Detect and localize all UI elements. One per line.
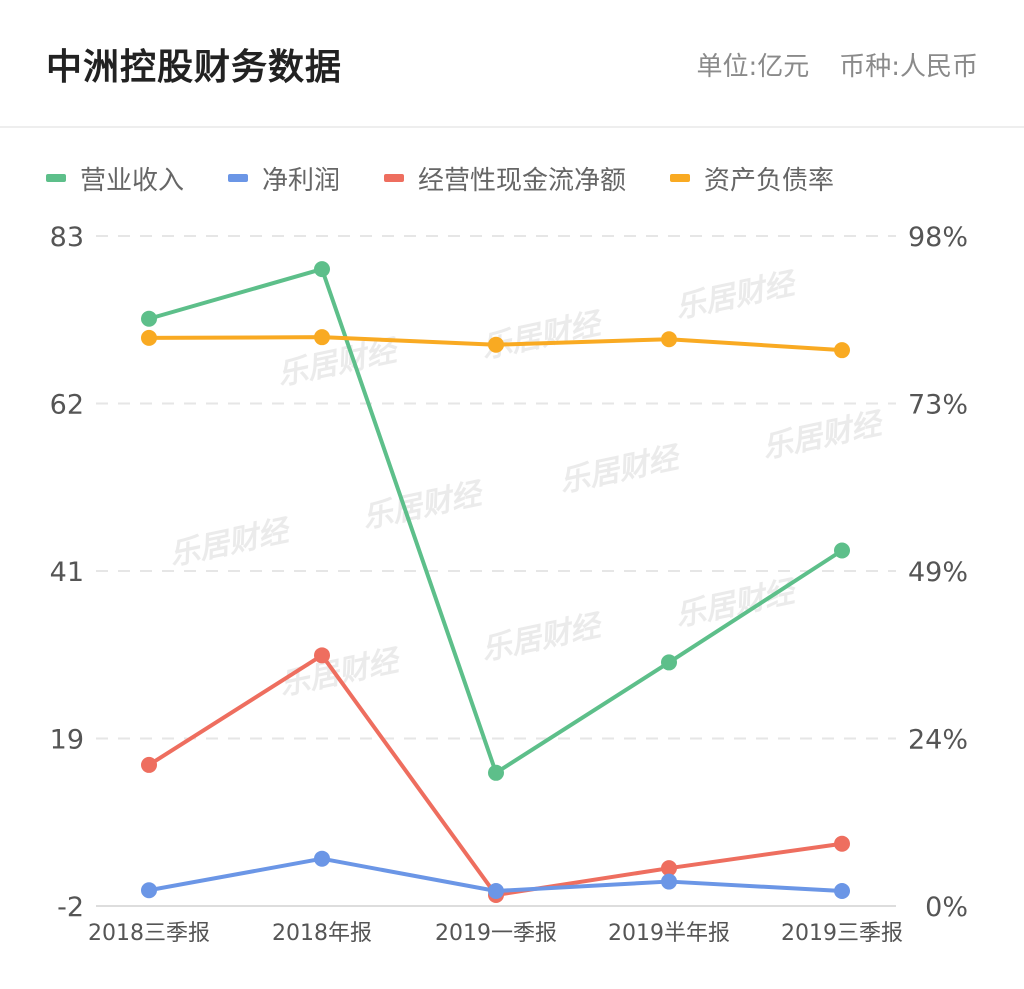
unit-info: 单位:亿元 币种:人民币: [696, 46, 978, 83]
chart-legend: 营业收入 净利润 经营性现金流净额 资产负债率: [46, 158, 878, 198]
currency-label: 币种:人民币: [839, 52, 978, 82]
watermark-text: 乐居财经: [359, 476, 488, 536]
watermark-text: 乐居财经: [166, 513, 295, 573]
data-point-cash-flow[interactable]: [314, 647, 330, 664]
unit-label: 单位:亿元: [696, 52, 810, 82]
y-right-tick-label: 73%: [908, 390, 968, 421]
x-tick-label: 2019半年报: [608, 921, 730, 946]
data-point-net-profit[interactable]: [141, 882, 157, 899]
page-title: 中洲控股财务数据: [46, 47, 343, 88]
legend-swatch-net-profit: [228, 174, 249, 182]
data-point-revenue[interactable]: [661, 654, 677, 671]
y-left-tick-label: 41: [50, 557, 84, 588]
data-point-revenue[interactable]: [488, 764, 504, 781]
x-tick-label: 2018三季报: [88, 921, 210, 946]
legend-swatch-revenue: [46, 174, 66, 182]
y-right-tick-label: 0%: [925, 892, 968, 923]
x-tick-label: 2018年报: [272, 921, 372, 946]
axis-labels: 83 98% 62 73% 41 49% 19 24% -2 0% 2018三季报 2018年报 201…: [50, 222, 968, 946]
data-point-debt-ratio[interactable]: [314, 329, 330, 346]
data-point-net-profit[interactable]: [834, 883, 850, 900]
data-point-net-profit[interactable]: [314, 850, 330, 867]
watermark-text: 乐居财经: [478, 306, 607, 366]
legend-item-net-profit[interactable]: 净利润: [228, 160, 340, 197]
y-right-tick-label: 24%: [908, 725, 968, 756]
legend-label-debt-ratio: 资产负债率: [704, 165, 835, 196]
data-point-revenue[interactable]: [141, 310, 157, 327]
data-point-revenue[interactable]: [314, 261, 330, 278]
legend-label-net-profit: 净利润: [262, 165, 341, 196]
legend-item-debt-ratio[interactable]: 资产负债率: [670, 160, 834, 197]
data-point-cash-flow[interactable]: [834, 835, 850, 852]
data-point-debt-ratio[interactable]: [141, 329, 157, 346]
series-layer: [141, 261, 850, 903]
legend-swatch-cash-flow: [384, 174, 405, 182]
grid-lines: [96, 235, 896, 907]
legend-item-revenue[interactable]: 营业收入: [46, 160, 184, 197]
y-right-tick-label: 49%: [908, 557, 968, 588]
series-net-profit: [141, 850, 850, 900]
legend-label-cash-flow: 经营性现金流净额: [418, 165, 627, 196]
series-debt-ratio: [141, 329, 850, 359]
legend-label-revenue: 营业收入: [80, 165, 185, 196]
watermark-text: 乐居财经: [478, 608, 607, 668]
chart-header: 中洲控股财务数据 单位:亿元 币种:人民币: [0, 0, 1024, 128]
legend-item-cash-flow[interactable]: 经营性现金流净额: [384, 160, 626, 197]
y-left-tick-label: -2: [57, 892, 84, 923]
data-point-revenue[interactable]: [834, 542, 850, 559]
y-left-tick-label: 62: [50, 390, 84, 421]
data-point-net-profit[interactable]: [488, 883, 504, 900]
data-point-debt-ratio[interactable]: [834, 342, 850, 359]
data-point-cash-flow[interactable]: [661, 860, 677, 877]
data-point-debt-ratio[interactable]: [661, 331, 677, 348]
legend-swatch-debt-ratio: [670, 174, 691, 182]
watermark-text: 乐居财经: [759, 406, 888, 466]
data-point-debt-ratio[interactable]: [488, 336, 504, 353]
y-left-tick-label: 19: [50, 725, 84, 756]
watermark-text: 乐居财经: [672, 574, 801, 634]
y-right-tick-label: 98%: [908, 222, 968, 253]
y-left-tick-label: 83: [50, 222, 84, 253]
watermark-text: 乐居财经: [672, 266, 801, 326]
series-revenue: [141, 261, 850, 781]
data-point-net-profit[interactable]: [661, 873, 677, 890]
data-point-cash-flow[interactable]: [141, 756, 157, 773]
x-tick-label: 2019一季报: [435, 921, 557, 946]
x-tick-label: 2019三季报: [781, 921, 903, 946]
watermark-text: 乐居财经: [556, 440, 685, 500]
